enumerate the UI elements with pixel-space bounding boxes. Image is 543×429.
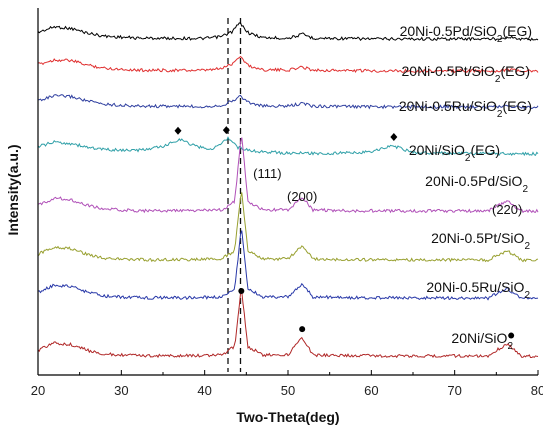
peak-label-2: (200): [287, 189, 317, 204]
circle-marker-2: [299, 326, 306, 333]
circle-marker-3: [508, 332, 515, 339]
x-tick-label-60: 60: [364, 383, 378, 398]
trace-5: [37, 137, 539, 214]
series-label-4: 20Ni/SiO2(EG): [409, 142, 500, 164]
x-tick-label-70: 70: [447, 383, 461, 398]
trace-1: [37, 22, 539, 42]
x-tick-label-40: 40: [197, 383, 211, 398]
trace-4: [37, 136, 539, 157]
peak-markers: [174, 126, 515, 339]
x-tick-label-30: 30: [114, 383, 128, 398]
series-labels: 20Ni-0.5Pd/SiO2(EG) 20Ni-0.5Pt/SiO2(EG) 20…: [399, 23, 532, 352]
diamond-marker-1: [174, 126, 182, 135]
circle-marker-1: [238, 288, 245, 294]
series-label-2: 20Ni-0.5Pt/SiO2(EG): [402, 63, 531, 85]
reference-dashed-lines: [227, 18, 242, 372]
series-label-8: 20Ni/SiO2: [451, 330, 513, 352]
peak-label-3: (220): [492, 202, 522, 217]
series-label-5: 20Ni-0.5Pd/SiO2: [425, 173, 528, 195]
series-label-1: 20Ni-0.5Pd/SiO2(EG): [400, 23, 532, 45]
series-label-7: 20Ni-0.5Ru/SiO2: [426, 279, 530, 301]
y-axis-title: Intensity(a.u.): [5, 144, 21, 235]
series-label-3: 20Ni-0.5Ru/SiO2(EG): [399, 98, 532, 120]
trace-6: [37, 192, 539, 263]
xrd-traces: [37, 22, 539, 359]
x-tick-label-80: 80: [531, 383, 543, 398]
x-tick-label-20: 20: [31, 383, 45, 398]
x-axis-title: Two-Theta(deg): [236, 409, 339, 425]
x-tick-label-50: 50: [281, 383, 295, 398]
trace-2: [37, 55, 539, 74]
series-label-6: 20Ni-0.5Pt/SiO2: [431, 230, 530, 252]
diamond-marker-3: [390, 133, 398, 142]
diamond-marker-2: [222, 126, 230, 135]
peak-label-1: (111): [253, 166, 281, 181]
trace-8: [37, 290, 539, 359]
peak-index-labels: (111) (200) (220): [253, 166, 522, 217]
x-axis-ticks: 20 30 40 50 60 70 80: [31, 370, 543, 398]
trace-7: [37, 230, 539, 301]
trace-3: [37, 94, 539, 110]
